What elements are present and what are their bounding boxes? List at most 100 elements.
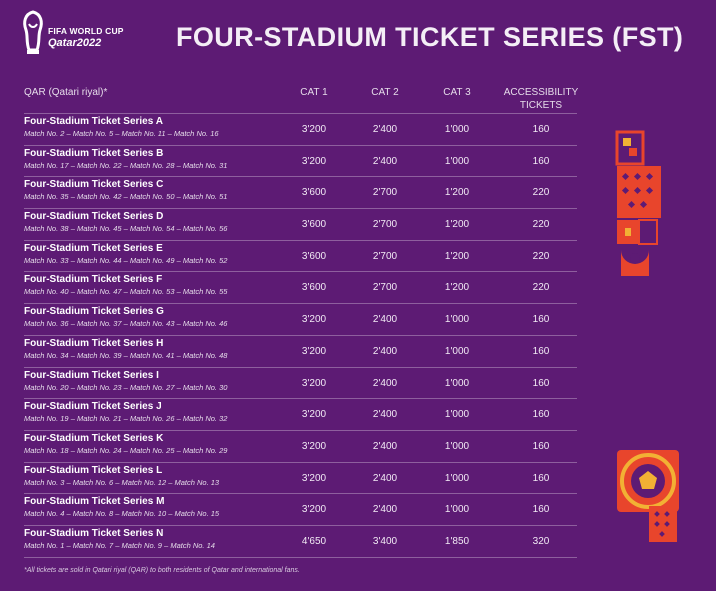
series-matches: Match No. 20 – Match No. 23 – Match No. …: [24, 382, 228, 392]
cat1-price: 3'200: [301, 155, 327, 167]
cat3-price: 1'000: [444, 345, 470, 357]
accessibility-price: 160: [532, 314, 550, 326]
cat2-price: 2'400: [372, 124, 398, 135]
series-matches: Match No. 18 – Match No. 24 – Match No. …: [24, 445, 228, 455]
cat3-price: 1'000: [444, 440, 470, 452]
cat3-price: 1'000: [444, 504, 470, 516]
accessibility-header: ACCESSIBILITY TICKETS: [495, 86, 587, 112]
accessibility-price: 220: [532, 187, 550, 199]
series-matches: Match No. 4 – Match No. 8 – Match No. 10…: [24, 509, 220, 519]
table-row: Four-Stadium Ticket Series A Match No. 2…: [24, 113, 577, 145]
football-pattern-icon: [617, 450, 679, 542]
cat2-price: 2'400: [372, 440, 398, 452]
cat2-price: 2'400: [372, 409, 398, 421]
accessibility-price: 220: [532, 219, 550, 231]
series-matches: Match No. 33 – Match No. 44 – Match No. …: [24, 255, 228, 265]
cat1-price: 4'650: [301, 535, 327, 547]
cat3-price: 1'200: [444, 219, 470, 231]
logo-line-2: Qatar2022: [48, 37, 102, 49]
cat2-price: 2'400: [372, 377, 398, 389]
series-name: Four-Stadium Ticket Series J: [24, 401, 162, 413]
accessibility-price: 160: [532, 504, 550, 516]
series-matches: Match No. 38 – Match No. 45 – Match No. …: [24, 224, 228, 234]
series-name: Four-Stadium Ticket Series M: [24, 496, 165, 508]
cat1-price: 3'200: [301, 345, 327, 357]
cat3-header: CAT 3: [443, 87, 471, 98]
cat1-price: 3'600: [301, 282, 327, 294]
accessibility-price: 160: [532, 155, 550, 167]
cat2-price: 2'400: [372, 155, 398, 167]
cat2-price: 2'700: [372, 187, 398, 199]
series-name: Four-Stadium Ticket Series D: [24, 211, 164, 223]
cat3-price: 1'000: [444, 155, 470, 167]
cat2-price: 2'700: [372, 250, 398, 262]
table-row: Four-Stadium Ticket Series K Match No. 1…: [24, 429, 577, 462]
cat1-price: 3'200: [301, 504, 327, 516]
accessibility-header-line-2: TICKETS: [519, 100, 563, 111]
cat3-price: 1'200: [444, 250, 470, 262]
cat1-price: 3'200: [301, 472, 327, 484]
cat1-price: 3'200: [301, 440, 327, 452]
cat3-price: 1'850: [444, 535, 470, 547]
cat2-price: 2'400: [372, 314, 398, 326]
cat3-price: 1'000: [444, 124, 470, 135]
accessibility-price: 320: [532, 535, 550, 547]
cat1-price: 3'200: [301, 314, 327, 326]
series-matches: Match No. 40 – Match No. 47 – Match No. …: [24, 287, 228, 297]
ticket-table: Four-Stadium Ticket Series A Match No. 2…: [24, 113, 577, 558]
series-matches: Match No. 19 – Match No. 21 – Match No. …: [24, 414, 228, 424]
table-header: QAR (Qatari riyal)* CAT 1 CAT 2 CAT 3 AC…: [0, 86, 716, 116]
cat3-price: 1'000: [444, 472, 470, 484]
currency-header: QAR (Qatari riyal)*: [24, 87, 108, 98]
series-name: Four-Stadium Ticket Series E: [24, 242, 163, 254]
world-cup-trophy-icon: [23, 10, 43, 54]
cat2-price: 2'400: [372, 472, 398, 484]
cat1-price: 3'600: [301, 250, 327, 262]
series-matches: Match No. 2 – Match No. 5 – Match No. 11…: [24, 129, 219, 138]
table-row: Four-Stadium Ticket Series J Match No. 1…: [24, 398, 577, 430]
series-name: Four-Stadium Ticket Series F: [24, 274, 163, 286]
table-row: Four-Stadium Ticket Series M Match No. 4…: [24, 493, 577, 525]
cat1-header: CAT 1: [300, 87, 328, 98]
cat2-price: 3'400: [372, 535, 398, 547]
logo-line-1: FIFA WORLD CUP: [48, 26, 124, 36]
cat1-price: 3'200: [301, 377, 327, 389]
accessibility-price: 160: [532, 345, 550, 357]
accessibility-price: 160: [532, 377, 550, 389]
footnote: *All tickets are sold in Qatari riyal (Q…: [24, 567, 300, 574]
cat1-price: 3'200: [301, 409, 327, 421]
accessibility-price: 220: [532, 282, 550, 294]
cat1-price: 3'600: [301, 187, 327, 199]
cat2-header: CAT 2: [371, 87, 399, 98]
geometric-pattern-icon: [615, 130, 661, 276]
table-row: Four-Stadium Ticket Series E Match No. 3…: [24, 239, 577, 272]
cat2-price: 2'400: [372, 345, 398, 357]
table-row: Four-Stadium Ticket Series D Match No. 3…: [24, 208, 577, 240]
series-matches: Match No. 35 – Match No. 42 – Match No. …: [24, 192, 228, 202]
table-row: Four-Stadium Ticket Series F Match No. 4…: [24, 271, 577, 303]
series-matches: Match No. 1 – Match No. 7 – Match No. 9 …: [24, 540, 215, 550]
cat1-price: 3'600: [301, 219, 327, 231]
series-matches: Match No. 34 – Match No. 39 – Match No. …: [24, 350, 228, 360]
cat1-price: 3'200: [301, 124, 327, 135]
accessibility-price: 160: [532, 124, 550, 135]
table-row: Four-Stadium Ticket Series G Match No. 3…: [24, 303, 577, 335]
accessibility-price: 160: [532, 472, 550, 484]
series-name: Four-Stadium Ticket Series A: [24, 116, 163, 127]
series-name: Four-Stadium Ticket Series H: [24, 337, 164, 349]
fifa-logo: FIFA WORLD CUP Qatar2022: [20, 10, 140, 56]
series-name: Four-Stadium Ticket Series L: [24, 464, 163, 476]
table-row: Four-Stadium Ticket Series C Match No. 3…: [24, 176, 577, 208]
table-row: Four-Stadium Ticket Series L Match No. 3…: [24, 461, 577, 494]
table-row: Four-Stadium Ticket Series H Match No. 3…: [24, 334, 577, 367]
page-title: FOUR-STADIUM TICKET SERIES (FST): [176, 22, 684, 52]
series-name: Four-Stadium Ticket Series G: [24, 306, 164, 318]
series-matches: Match No. 3 – Match No. 6 – Match No. 12…: [24, 477, 220, 487]
cat3-price: 1'000: [444, 314, 470, 326]
cat2-price: 2'700: [372, 282, 398, 294]
cat3-price: 1'000: [444, 409, 470, 421]
series-name: Four-Stadium Ticket Series B: [24, 147, 164, 159]
accessibility-price: 160: [532, 440, 550, 452]
cat2-price: 2'400: [372, 504, 398, 516]
series-name: Four-Stadium Ticket Series N: [24, 527, 164, 539]
